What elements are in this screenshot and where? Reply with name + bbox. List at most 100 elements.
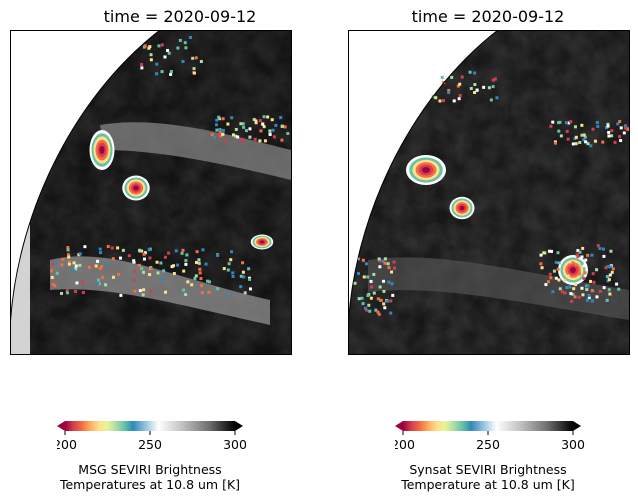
p1-convection-cell [60, 263, 64, 267]
p2-band-cell [619, 126, 623, 130]
p2-coast-cell [392, 260, 396, 264]
p2-coast-cell [377, 312, 381, 316]
colorbar2-label-line2: Temperature at 10.8 um [K] [401, 477, 575, 492]
p1-convection-cell [167, 251, 171, 255]
p1-band-cell [254, 121, 258, 125]
p2-band-cell [580, 133, 584, 137]
p1-band-cell [262, 115, 266, 119]
p1-convection-cell [248, 277, 252, 281]
p1-convection-cell [87, 265, 91, 269]
p2-cluster-cell [544, 283, 548, 287]
p1-convection-cell [116, 246, 120, 250]
p2-cluster-cell [570, 299, 574, 303]
p2-northedge-cell [450, 75, 454, 79]
p2-cluster-cell [595, 295, 599, 299]
p1-convection-cell [67, 262, 71, 266]
p1-convection-cell [241, 261, 245, 265]
p2-northedge-cell [489, 98, 493, 102]
p2-band-cell [583, 135, 587, 139]
p2-cluster-cell [556, 251, 560, 255]
p2-cluster-cell [581, 246, 585, 250]
p2-coast-cell [382, 302, 386, 306]
p1-northedge-cell [189, 35, 193, 39]
p2-coast-cell [387, 266, 391, 270]
p2-coast-cell [383, 306, 387, 310]
p1-band-cell [268, 132, 272, 136]
p1-convection-cell [67, 253, 71, 257]
colorbar2-max-extend [573, 421, 581, 431]
p2-cluster-cell [607, 278, 611, 282]
p2-cluster-cell [576, 255, 580, 259]
p2-cluster-cell [540, 266, 544, 270]
p1-northedge-cell [149, 58, 153, 62]
p2-band-cell [591, 127, 595, 131]
p1-northedge-cell [160, 70, 164, 74]
p2-coast-cell [383, 257, 387, 261]
p1-convection-cell [80, 280, 84, 284]
p2-coast-cell [387, 280, 391, 284]
p1-convection-cell [200, 284, 204, 288]
p1-convection-cell [206, 279, 210, 283]
p1-northedge-cell [191, 56, 195, 60]
p1-convection-cell [67, 255, 71, 259]
p1-band-cell [286, 131, 290, 135]
p1-convection-cell [65, 288, 69, 292]
p2-cluster-cell [590, 253, 594, 257]
p1-convection-cell [119, 293, 123, 297]
p2-cluster-cell [569, 292, 573, 296]
p2-cluster-cell [554, 260, 558, 264]
panel1-title: time = 2020-09-12 [103, 7, 257, 26]
p1-convection-cell [230, 250, 234, 254]
p2-northedge-cell [495, 96, 499, 100]
p2-northedge-cell [491, 85, 495, 89]
p2-cluster-cell [580, 261, 584, 265]
colorbar2: 200 250 300 [395, 421, 585, 452]
p2-cluster-cell [571, 261, 575, 265]
p1-convection-cell [197, 261, 201, 265]
colorbar1-max-extend [235, 421, 243, 431]
p2-band-cell [565, 129, 569, 133]
p2-band-cell [623, 124, 627, 128]
p1-convection-cell [184, 259, 188, 263]
p1-band-cell [214, 123, 218, 127]
p1-convection-cell [110, 246, 114, 250]
p2-band-cell [571, 142, 575, 146]
p2-northedge-cell [438, 99, 442, 103]
p1-convection-cell [198, 271, 202, 275]
p2-cluster-cell [596, 244, 600, 248]
p1-band-cell [241, 122, 245, 126]
p1-band-cell [248, 135, 252, 139]
p1-northedge-cell [176, 46, 180, 50]
p1-convection-cell [138, 289, 142, 293]
p2-band-cell [582, 138, 586, 142]
p1-band-cell [258, 119, 262, 123]
p1-band-cell [280, 124, 284, 128]
panel1-map [10, 30, 292, 355]
p1-convection-cell [83, 245, 87, 249]
p2-cluster-cell [592, 280, 596, 284]
p1-convection-cell [193, 276, 197, 280]
p1-band-cell [226, 122, 230, 126]
p2-cluster-cell [582, 276, 586, 280]
p1-convection-cell [98, 267, 102, 271]
p1-band-cell [261, 122, 265, 126]
p1-convection-cell [117, 272, 121, 276]
p2-cluster-cell [546, 280, 550, 284]
p2-coast-cell [386, 262, 390, 266]
p1-band-cell [217, 133, 221, 137]
p1-convection-cell [222, 267, 226, 271]
colorbar1-tick-min: 200 [57, 437, 77, 452]
p1-northedge-cell [169, 70, 173, 74]
p1-northedge-cell [155, 72, 159, 76]
p2-northedge-cell [469, 87, 473, 91]
p2-band-cell [624, 126, 628, 130]
p1-band-cell [248, 127, 252, 131]
p1-convection-cell [94, 264, 98, 268]
p1-band-cell [221, 128, 225, 132]
p1-convection-cell [199, 277, 203, 281]
p2-cluster-cell [568, 285, 572, 289]
p1-band-cell [234, 134, 238, 138]
p1-convection-cell [72, 261, 76, 265]
p2-northedge-cell [452, 99, 456, 103]
p2-cluster-cell [539, 262, 543, 266]
